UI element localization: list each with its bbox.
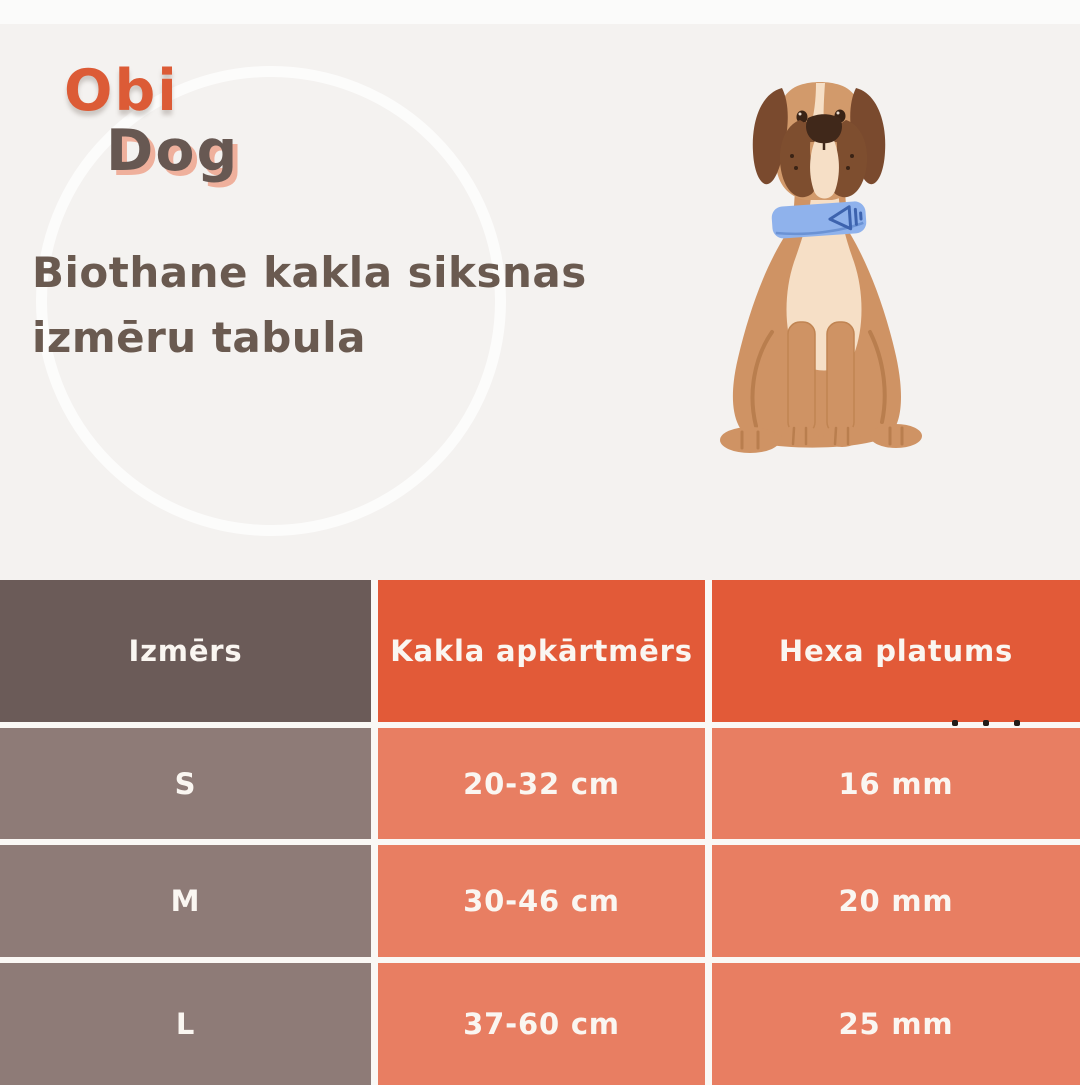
dog-collar bbox=[771, 201, 867, 239]
page-title: Biothane kakla siksnas izmēru tabula bbox=[32, 240, 587, 370]
dot-icon bbox=[983, 720, 989, 726]
cell-size-l: L bbox=[0, 963, 371, 1085]
three-dots-decoration bbox=[952, 720, 1020, 726]
dog-nose bbox=[806, 114, 842, 143]
header-cell-size: Izmērs bbox=[0, 580, 371, 722]
header-cell-neck: Kakla apkārtmērs bbox=[378, 580, 705, 722]
cell-size-s: S bbox=[0, 728, 371, 839]
top-highlight-strip bbox=[0, 0, 1080, 24]
cell-neck-m: 30-46 cm bbox=[378, 845, 705, 957]
dog-illustration bbox=[700, 70, 940, 470]
cell-size-m: M bbox=[0, 845, 371, 957]
cell-width-m: 20 mm bbox=[712, 845, 1080, 957]
dot-icon bbox=[952, 720, 958, 726]
header-cell-width: Hexa platums bbox=[712, 580, 1080, 722]
cell-neck-s: 20-32 cm bbox=[378, 728, 705, 839]
cell-width-l: 25 mm bbox=[712, 963, 1080, 1085]
cell-width-s: 16 mm bbox=[712, 728, 1080, 839]
brand-logo-obi: Obi bbox=[64, 58, 179, 124]
page-title-line2: izmēru tabula bbox=[32, 305, 587, 370]
page-title-line1: Biothane kakla siksnas bbox=[32, 240, 587, 305]
size-table: Izmērs Kakla apkārtmērs Hexa platums S 2… bbox=[0, 580, 1080, 1085]
dot-icon bbox=[1014, 720, 1020, 726]
boxer-dog-icon bbox=[700, 70, 940, 470]
cell-neck-l: 37-60 cm bbox=[378, 963, 705, 1085]
brand-logo-dog: Dog bbox=[106, 118, 239, 184]
